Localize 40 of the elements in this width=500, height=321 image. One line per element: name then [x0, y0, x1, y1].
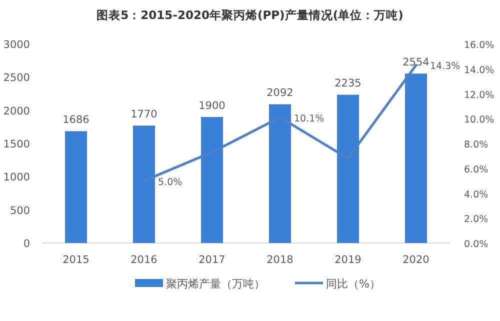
x-tick-label: 2015	[62, 254, 90, 266]
bar	[65, 131, 87, 243]
data-label: 5.0%	[158, 176, 182, 188]
y2-tick-label: 0.0%	[464, 239, 488, 250]
bar	[201, 116, 223, 243]
data-label: 14.3%	[430, 61, 460, 72]
y2-tick-label: 8.0%	[464, 140, 488, 150]
bar	[269, 104, 291, 243]
y-tick-label: 2500	[3, 72, 30, 84]
data-label: 10.1%	[294, 113, 324, 124]
y2-tick-label: 6.0%	[464, 164, 488, 176]
bar	[133, 126, 155, 243]
chart-title: 图表5：2015-2020年聚丙烯(PP)产量情况(单位：万吨)	[96, 8, 404, 22]
y-tick-label: 1000	[3, 172, 30, 184]
y-tick-label: 2000	[3, 105, 30, 118]
legend-label: 聚丙烯产量（万吨）	[166, 278, 265, 290]
y2-tick-label: 4.0%	[464, 189, 488, 200]
bar	[405, 74, 427, 243]
data-label: 2554	[402, 56, 430, 69]
x-tick-label: 2019	[334, 254, 362, 266]
x-tick-label: 2020	[402, 254, 430, 266]
y2-tick-label: 12.0%	[464, 90, 494, 101]
data-label: 1770	[130, 108, 158, 121]
y-tick-label: 500	[10, 204, 30, 217]
y-tick-label: 0	[23, 238, 30, 250]
data-label: 1686	[62, 114, 90, 126]
data-label: 1900	[198, 100, 226, 112]
x-tick-label: 2016	[130, 254, 158, 266]
y2-tick-label: 10.0%	[464, 114, 494, 126]
y2-tick-label: 14.0%	[464, 64, 494, 76]
y-tick-label: 3000	[3, 39, 30, 51]
bar	[337, 94, 359, 243]
y2-tick-label: 2.0%	[464, 214, 488, 226]
x-tick-label: 2017	[198, 254, 226, 266]
y2-tick-label: 16.0%	[464, 40, 494, 51]
legend-label: 同比（%）	[326, 278, 380, 290]
x-tick-label: 2018	[266, 254, 294, 266]
y-tick-label: 1500	[3, 138, 30, 150]
data-label: 2092	[266, 87, 294, 100]
data-label: 2235	[334, 78, 362, 90]
